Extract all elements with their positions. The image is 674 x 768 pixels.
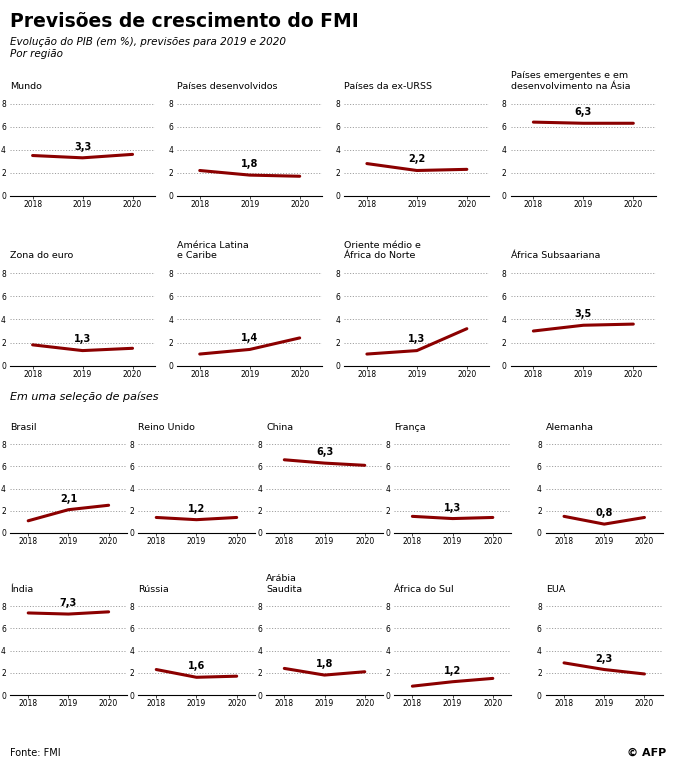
Text: Países emergentes e em
desenvolvimento na Ásia: Países emergentes e em desenvolvimento n… bbox=[511, 71, 630, 91]
Text: 6,3: 6,3 bbox=[575, 107, 592, 117]
Text: 2,1: 2,1 bbox=[60, 494, 77, 504]
Text: 1,3: 1,3 bbox=[408, 334, 425, 344]
Text: Fonte: FMI: Fonte: FMI bbox=[10, 748, 61, 758]
Text: 3,3: 3,3 bbox=[74, 141, 91, 151]
Text: Oriente médio e
África do Norte: Oriente médio e África do Norte bbox=[344, 241, 421, 260]
Text: Previsões de crescimento do FMI: Previsões de crescimento do FMI bbox=[10, 12, 359, 31]
Text: África do Sul: África do Sul bbox=[394, 584, 454, 594]
Text: Por região: Por região bbox=[10, 49, 63, 59]
Text: França: França bbox=[394, 422, 426, 432]
Text: 1,2: 1,2 bbox=[444, 666, 461, 676]
Text: 3,5: 3,5 bbox=[575, 309, 592, 319]
Text: China: China bbox=[266, 422, 293, 432]
Text: 1,4: 1,4 bbox=[241, 333, 258, 343]
Text: 0,8: 0,8 bbox=[596, 508, 613, 518]
Text: Alemanha: Alemanha bbox=[546, 422, 594, 432]
Text: Arábia
Saudita: Arábia Saudita bbox=[266, 574, 303, 594]
Text: Rússia: Rússia bbox=[138, 584, 169, 594]
Text: 1,3: 1,3 bbox=[74, 334, 91, 344]
Text: © AFP: © AFP bbox=[627, 748, 666, 758]
Text: 1,2: 1,2 bbox=[188, 504, 205, 514]
Text: 2,3: 2,3 bbox=[596, 654, 613, 664]
Text: 1,8: 1,8 bbox=[241, 159, 258, 169]
Text: Países da ex-URSS: Países da ex-URSS bbox=[344, 81, 433, 91]
Text: Zona do euro: Zona do euro bbox=[10, 251, 73, 260]
Text: Evolução do PIB (em %), previsões para 2019 e 2020: Evolução do PIB (em %), previsões para 2… bbox=[10, 37, 286, 47]
Text: América Latina
e Caribe: América Latina e Caribe bbox=[177, 241, 249, 260]
Text: 6,3: 6,3 bbox=[316, 447, 333, 457]
Text: Mundo: Mundo bbox=[10, 81, 42, 91]
Text: 7,3: 7,3 bbox=[60, 598, 77, 608]
Text: 1,3: 1,3 bbox=[444, 502, 461, 512]
Text: Reino Unido: Reino Unido bbox=[138, 422, 195, 432]
Text: Índia: Índia bbox=[10, 584, 33, 594]
Text: 1,8: 1,8 bbox=[316, 659, 333, 669]
Text: EUA: EUA bbox=[546, 584, 565, 594]
Text: Países desenvolvidos: Países desenvolvidos bbox=[177, 81, 278, 91]
Text: Em uma seleção de países: Em uma seleção de países bbox=[10, 392, 158, 402]
Text: 1,6: 1,6 bbox=[188, 661, 205, 671]
Text: 2,2: 2,2 bbox=[408, 154, 425, 164]
Text: África Subsaariana: África Subsaariana bbox=[511, 251, 601, 260]
Text: Brasil: Brasil bbox=[10, 422, 36, 432]
